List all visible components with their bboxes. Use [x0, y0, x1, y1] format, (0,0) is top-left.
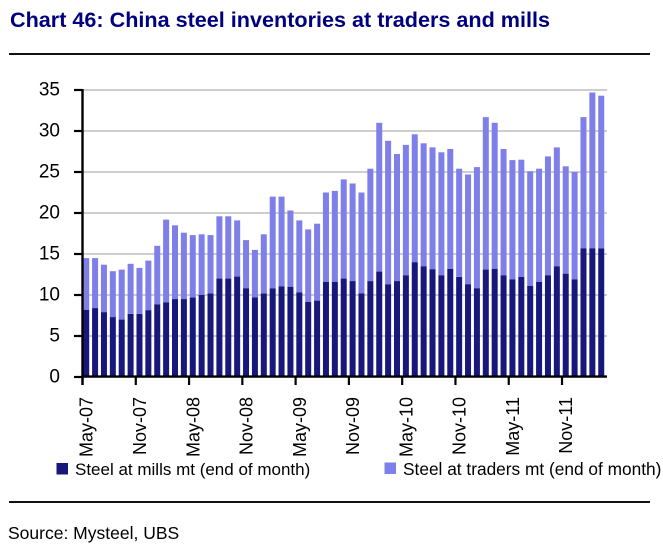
svg-text:25: 25 [39, 162, 60, 183]
svg-text:30: 30 [39, 121, 60, 142]
svg-text:Nov-10: Nov-10 [450, 397, 470, 455]
svg-text:Nov-07: Nov-07 [130, 397, 150, 455]
svg-text:Nov-11: Nov-11 [556, 397, 576, 454]
svg-text:Source: Mysteel, UBS: Source: Mysteel, UBS [8, 523, 179, 543]
svg-text:5: 5 [49, 326, 60, 347]
svg-text:May-10: May-10 [396, 397, 416, 457]
svg-text:15: 15 [39, 244, 60, 265]
svg-text:20: 20 [39, 203, 60, 224]
svg-text:Chart 46: China steel inventor: Chart 46: China steel inventories at tra… [10, 7, 550, 32]
svg-text:May-08: May-08 [183, 397, 203, 457]
svg-text:Nov-08: Nov-08 [237, 397, 257, 455]
svg-text:Steel at mills mt (end of mont: Steel at mills mt (end of month) [75, 460, 310, 479]
svg-text:10: 10 [39, 285, 60, 306]
svg-text:May-11: May-11 [503, 397, 523, 456]
svg-text:Steel at traders mt (end of mo: Steel at traders mt (end of month) [403, 459, 661, 479]
svg-text:May-07: May-07 [77, 397, 97, 457]
svg-text:35: 35 [39, 80, 60, 101]
svg-text:May-09: May-09 [290, 397, 310, 457]
svg-text:Nov-09: Nov-09 [343, 397, 363, 455]
svg-text:0: 0 [49, 367, 60, 388]
